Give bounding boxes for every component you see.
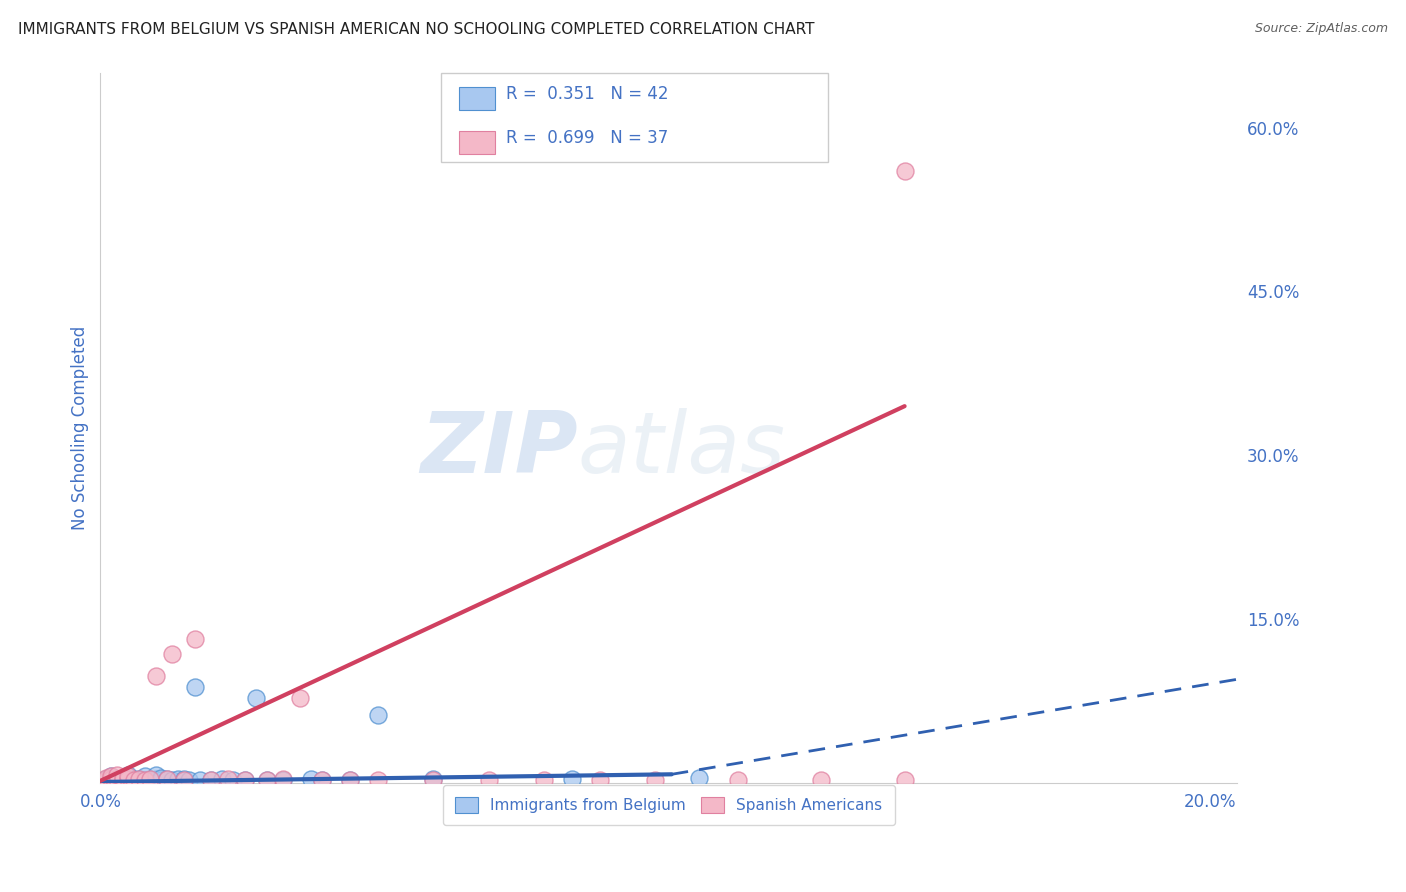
Point [122,772,145,786]
Point [422,772,444,787]
Point [367,708,389,723]
Point [245,690,267,705]
Point [173,772,195,786]
Text: IMMIGRANTS FROM BELGIUM VS SPANISH AMERICAN NO SCHOOLING COMPLETED CORRELATION C: IMMIGRANTS FROM BELGIUM VS SPANISH AMERI… [18,22,815,37]
Point [105,772,128,786]
Text: ZIP: ZIP [420,408,578,491]
Point [122,773,145,788]
Point [478,772,501,787]
Point [117,772,139,787]
Point [339,772,361,787]
Point [167,772,190,786]
Point [100,772,122,787]
Point [128,772,150,786]
Point [727,772,749,787]
Point [339,772,361,787]
Point [533,772,555,787]
Point [256,772,278,787]
Point [156,772,179,786]
FancyBboxPatch shape [458,87,495,110]
Point [134,769,156,783]
Point [311,772,333,787]
Point [111,772,134,787]
Text: Source: ZipAtlas.com: Source: ZipAtlas.com [1254,22,1388,36]
Point [117,768,139,782]
Point [128,772,150,787]
Point [893,164,915,178]
Point [139,772,162,787]
Point [311,772,333,787]
Point [150,771,173,785]
Point [233,772,256,787]
Y-axis label: No Schooling Completed: No Schooling Completed [72,326,89,530]
Point [893,772,915,787]
Point [200,772,222,787]
FancyBboxPatch shape [441,73,828,161]
Point [134,772,156,787]
Point [273,772,295,787]
Point [156,772,179,786]
Point [139,772,162,786]
Point [111,772,134,787]
Point [117,772,139,786]
Point [211,772,233,786]
Point [105,773,128,788]
Text: R =  0.351   N = 42: R = 0.351 N = 42 [506,86,669,103]
Point [256,772,278,787]
Point [299,772,322,786]
Point [561,772,583,786]
Point [688,771,710,785]
Point [145,772,167,786]
Point [111,771,134,785]
Point [183,632,205,646]
Point [94,772,117,787]
Point [217,772,239,786]
Point [173,772,195,787]
Legend: Immigrants from Belgium, Spanish Americans: Immigrants from Belgium, Spanish America… [443,785,894,825]
Point [588,772,610,787]
Text: atlas: atlas [578,408,786,491]
FancyBboxPatch shape [458,131,495,154]
Point [222,772,245,787]
Point [188,772,211,787]
Point [145,768,167,782]
Point [100,769,122,783]
Point [183,680,205,694]
Point [367,772,389,787]
Point [117,769,139,783]
Point [200,772,222,787]
Point [134,772,156,787]
Point [422,772,444,786]
Point [233,772,256,787]
Point [94,772,117,786]
Point [644,772,666,787]
Point [122,772,145,787]
Point [128,772,150,786]
Point [162,772,184,787]
Point [145,669,167,683]
Point [273,772,295,786]
Point [810,772,832,787]
Point [100,772,122,786]
Point [94,773,117,788]
Point [94,771,117,785]
Point [105,768,128,782]
Point [162,647,184,661]
Point [100,769,122,783]
Point [111,771,134,785]
Text: R =  0.699   N = 37: R = 0.699 N = 37 [506,129,668,147]
Point [105,772,128,786]
Point [150,772,173,787]
Point [177,772,200,787]
Point [288,690,311,705]
